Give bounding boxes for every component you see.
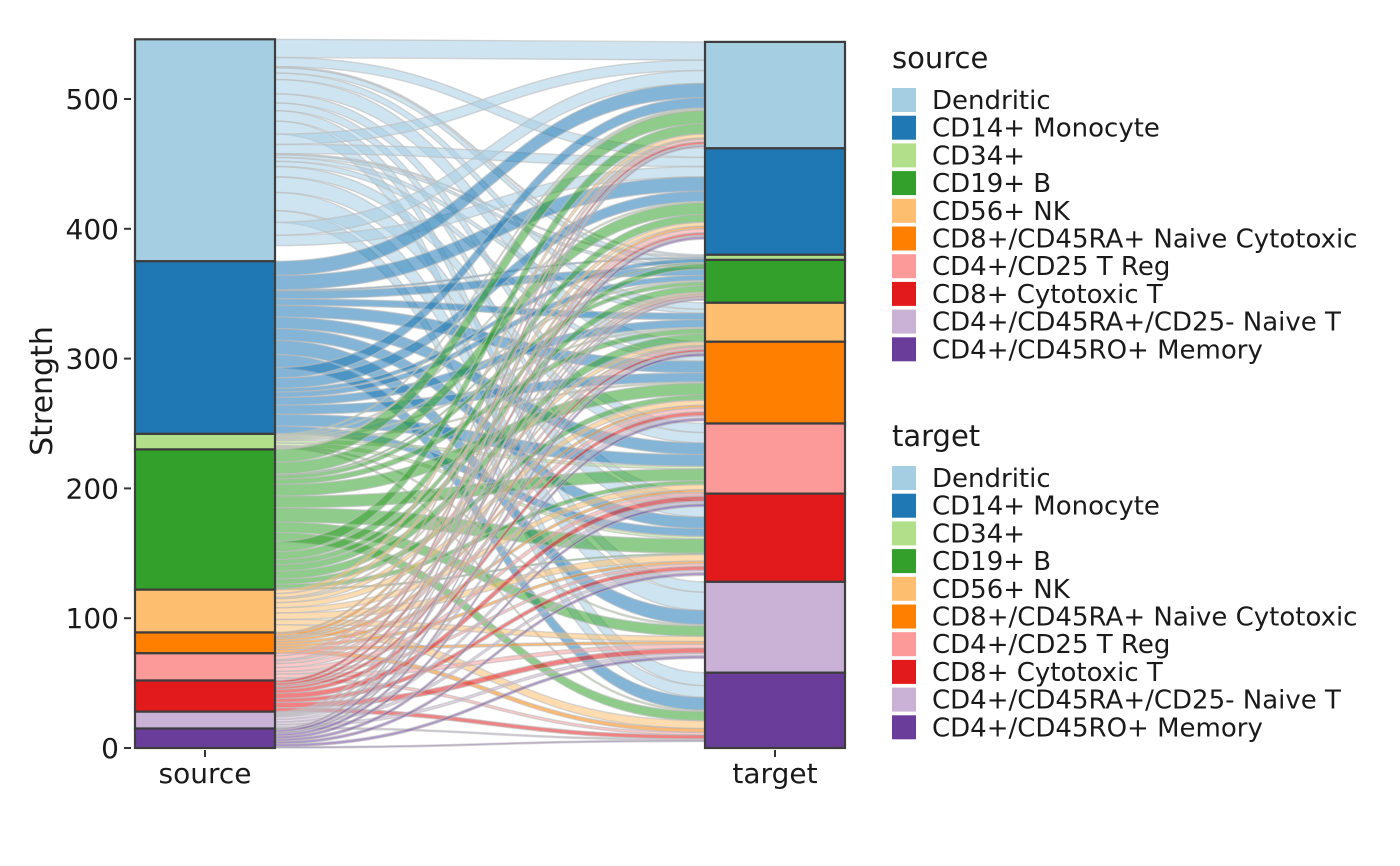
legend-key-cd14-monocyte <box>892 115 916 140</box>
x-tick-label-target: target <box>732 757 817 790</box>
legend-label-cd14-monocyte: CD14+ Monocyte <box>932 114 1160 144</box>
legend-label-cd56-nk: CD56+ NK <box>932 197 1071 227</box>
legend-label-cd8-cd45ra-naive-cytotoxic: CD8+/CD45RA+ Naive Cytotoxic <box>932 225 1357 255</box>
legend-key-cd4-cd45ra-cd25-naive-t <box>892 309 916 334</box>
source-bar-cd8-cd45ra-naive-cytotoxic <box>133 631 277 655</box>
legend-key-cd19-b <box>892 549 916 574</box>
legend-label-cd4-cd45ro-memory: CD4+/CD45RO+ Memory <box>932 713 1263 743</box>
legend-label-cd56-nk: CD56+ NK <box>932 575 1071 605</box>
legend-key-cd56-nk <box>892 576 916 601</box>
legend-label-cd4-cd45ra-cd25-naive-t: CD4+/CD45RA+/CD25- Naive T <box>932 686 1341 716</box>
target-bar-cd8-cytotoxic-t <box>703 492 847 583</box>
stratum-bars <box>133 38 847 750</box>
source-bar-cd8-cytotoxic-t <box>133 679 277 713</box>
legend-label-cd4-cd25-t-reg: CD4+/CD25 T Reg <box>932 630 1170 660</box>
target-bar-cd4-cd45ro-memory <box>703 671 847 750</box>
legend-key-cd14-monocyte <box>892 493 916 518</box>
target-bar-cd4-cd45ra-cd25-naive-t <box>703 580 847 674</box>
source-bar-cd56-nk <box>133 588 277 634</box>
x-axis: source target <box>159 750 818 790</box>
legend-key-cd4-cd45ra-cd25-naive-t <box>892 687 916 712</box>
legend-label-cd14-monocyte: CD14+ Monocyte <box>932 492 1160 522</box>
target-bar-cd4-cd25-t-reg <box>703 422 847 495</box>
target-bar-cd19-b <box>703 258 847 304</box>
source-bar-cd34 <box>133 432 277 451</box>
legend-label-cd8-cd45ra-naive-cytotoxic: CD8+/CD45RA+ Naive Cytotoxic <box>932 603 1357 633</box>
legend-label-cd8-cytotoxic-t: CD8+ Cytotoxic T <box>932 658 1163 688</box>
legend-label-cd19-b: CD19+ B <box>932 547 1051 577</box>
y-axis-title: Strength <box>25 326 60 456</box>
y-tick-label: 500 <box>66 83 119 116</box>
legend-key-cd19-b <box>892 171 916 196</box>
legend-label-dendritic: Dendritic <box>932 86 1051 116</box>
y-tick-label: 200 <box>66 472 119 505</box>
target-bar-cd8-cd45ra-naive-cytotoxic <box>703 340 847 425</box>
legend-key-dendritic <box>892 88 916 112</box>
legend-label-cd34: CD34+ <box>932 519 1025 549</box>
legend-key-cd8-cd45ra-naive-cytotoxic <box>892 604 916 629</box>
flow-dendritic-to-dendritic <box>274 38 706 61</box>
legend-key-cd4-cd25-t-reg <box>892 632 916 657</box>
legend-key-cd4-cd25-t-reg <box>892 254 916 279</box>
legend-key-cd34 <box>892 521 916 546</box>
legend-label-cd8-cytotoxic-t: CD8+ Cytotoxic T <box>932 280 1163 310</box>
y-tick-label: 400 <box>66 213 119 246</box>
legend-label-cd19-b: CD19+ B <box>932 169 1051 199</box>
legend-title: source <box>892 41 988 75</box>
legend-label-cd4-cd45ra-cd25-naive-t: CD4+/CD45RA+/CD25- Naive T <box>932 308 1341 338</box>
legend-key-cd4-cd45ro-memory <box>892 337 916 362</box>
source-bar-cd4-cd45ro-memory <box>133 727 277 750</box>
target-bar-dendritic <box>703 40 847 150</box>
legend-key-cd8-cytotoxic-t <box>892 281 916 306</box>
y-tick-label: 300 <box>66 343 119 376</box>
x-tick-label-source: source <box>159 757 252 790</box>
source-bar-cd14-monocyte <box>133 260 277 435</box>
legend-label-cd4-cd45ro-memory: CD4+/CD45RO+ Memory <box>932 335 1263 365</box>
legend-key-dendritic <box>892 466 916 490</box>
source-bar-cd19-b <box>133 448 277 591</box>
legend-title: target <box>892 419 980 453</box>
y-axis: Strength 0 100 200 300 400 500 <box>25 83 131 765</box>
source-bar-cd4-cd45ra-cd25-naive-t <box>133 710 277 730</box>
legend-label-cd4-cd25-t-reg: CD4+/CD25 T Reg <box>932 252 1170 282</box>
legend-key-cd34 <box>892 143 916 168</box>
y-tick-label: 100 <box>66 602 119 635</box>
source-bar-dendritic <box>133 38 277 263</box>
source-bar-cd4-cd25-t-reg <box>133 652 277 682</box>
legend-key-cd4-cd45ro-memory <box>892 715 916 740</box>
target-bar-cd56-nk <box>703 301 847 343</box>
flows-layer <box>274 38 706 749</box>
target-bar-cd14-monocyte <box>703 147 847 256</box>
legend-key-cd8-cd45ra-naive-cytotoxic <box>892 226 916 251</box>
legend-key-cd8-cytotoxic-t <box>892 659 916 684</box>
legend-key-cd56-nk <box>892 198 916 223</box>
legend-label-dendritic: Dendritic <box>932 464 1051 494</box>
legend-label-cd34: CD34+ <box>932 141 1025 171</box>
y-tick-label: 0 <box>101 732 119 765</box>
